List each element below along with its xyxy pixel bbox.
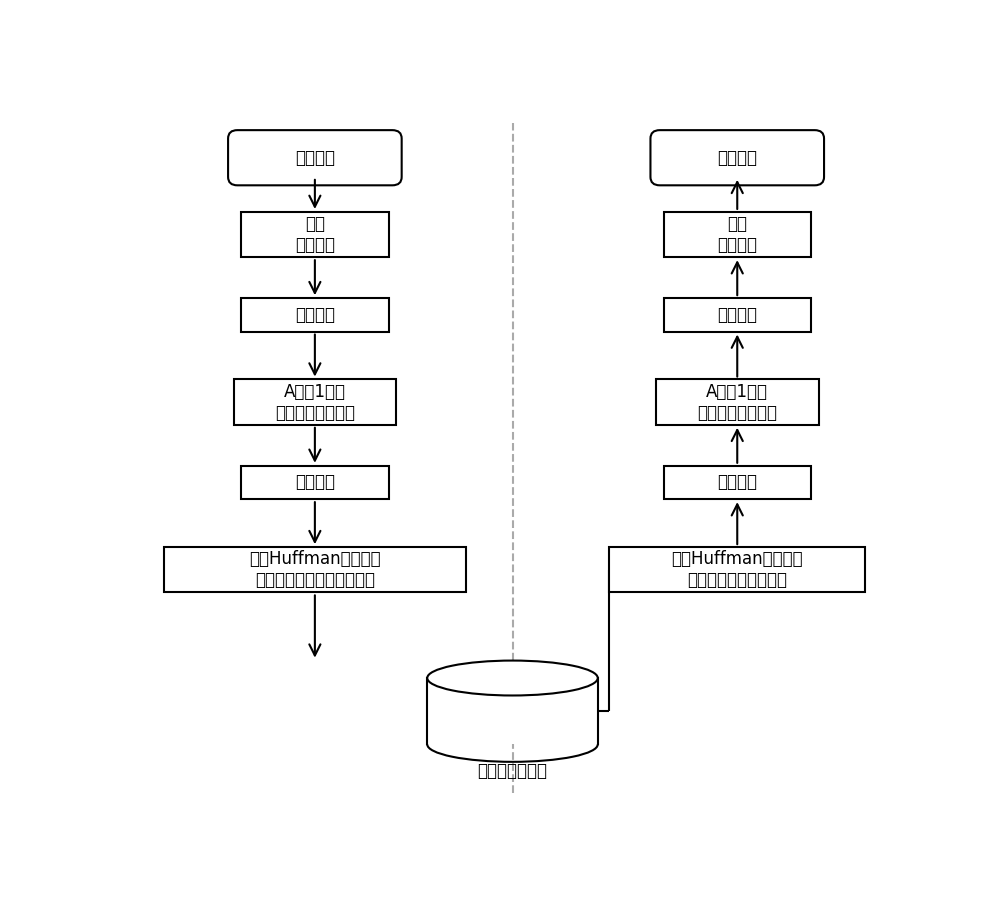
Bar <box>241 465 388 499</box>
Text: 数据分解: 数据分解 <box>295 473 335 492</box>
Text: 三相
相位归一: 三相 相位归一 <box>295 215 335 254</box>
Bar <box>664 212 811 258</box>
Bar <box>164 547 466 592</box>
Text: A相第1周期
相邻数据递归做差: A相第1周期 相邻数据递归做差 <box>275 383 355 422</box>
Text: 数据应用: 数据应用 <box>717 149 757 167</box>
Bar <box>241 298 388 332</box>
Text: 原始数据: 原始数据 <box>295 149 335 167</box>
Bar <box>664 465 811 499</box>
Bar <box>656 379 819 424</box>
Text: 周期求和: 周期求和 <box>717 306 757 324</box>
Text: 利用Huffman编码算法
对成对数据进行解压缩: 利用Huffman编码算法 对成对数据进行解压缩 <box>671 551 803 590</box>
Text: 周期做差: 周期做差 <box>295 306 335 324</box>
Text: 三相
相位还原: 三相 相位还原 <box>717 215 757 254</box>
Text: 数据组合: 数据组合 <box>717 473 757 492</box>
Bar <box>427 678 598 745</box>
Bar <box>234 379 396 424</box>
Text: 数据存储或传输: 数据存储或传输 <box>478 762 548 780</box>
FancyBboxPatch shape <box>228 130 402 185</box>
Bar <box>609 547 865 592</box>
Bar <box>664 298 811 332</box>
FancyBboxPatch shape <box>650 130 824 185</box>
Text: A相第1周期
相邻数据递归求和: A相第1周期 相邻数据递归求和 <box>697 383 777 422</box>
Ellipse shape <box>427 660 598 696</box>
Text: 利用Huffman编码算法
对分解的数据分别进行压缩: 利用Huffman编码算法 对分解的数据分别进行压缩 <box>249 551 381 590</box>
Bar <box>241 212 388 258</box>
